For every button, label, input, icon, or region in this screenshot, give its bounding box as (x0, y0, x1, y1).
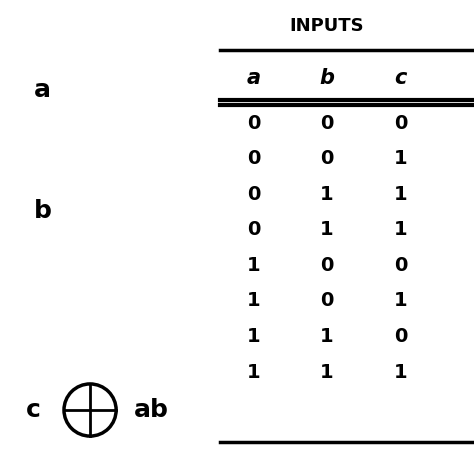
Text: 1: 1 (394, 185, 407, 204)
Text: 1: 1 (320, 363, 334, 382)
Text: a: a (246, 68, 261, 88)
Text: 0: 0 (320, 149, 334, 168)
Text: 0: 0 (247, 185, 260, 204)
Text: 0: 0 (247, 114, 260, 133)
Text: 1: 1 (247, 256, 260, 275)
Text: 0: 0 (247, 149, 260, 168)
Text: INPUTS: INPUTS (290, 17, 365, 35)
Text: c: c (394, 68, 407, 88)
Text: b: b (319, 68, 335, 88)
Text: 1: 1 (394, 363, 407, 382)
Text: a: a (34, 78, 51, 102)
Text: b: b (34, 199, 52, 223)
Text: 0: 0 (320, 292, 334, 310)
Text: 1: 1 (394, 292, 407, 310)
Text: ab: ab (134, 398, 169, 422)
Text: 0: 0 (394, 114, 407, 133)
Text: 1: 1 (247, 292, 260, 310)
Text: 0: 0 (394, 327, 407, 346)
Text: 0: 0 (320, 114, 334, 133)
Text: 1: 1 (394, 220, 407, 239)
Text: 1: 1 (320, 185, 334, 204)
Text: c: c (26, 398, 41, 422)
Text: 1: 1 (320, 327, 334, 346)
Text: 1: 1 (320, 220, 334, 239)
Text: 0: 0 (394, 256, 407, 275)
Text: 1: 1 (247, 363, 260, 382)
Text: 0: 0 (320, 256, 334, 275)
Text: 1: 1 (247, 327, 260, 346)
Text: 0: 0 (247, 220, 260, 239)
Text: 1: 1 (394, 149, 407, 168)
